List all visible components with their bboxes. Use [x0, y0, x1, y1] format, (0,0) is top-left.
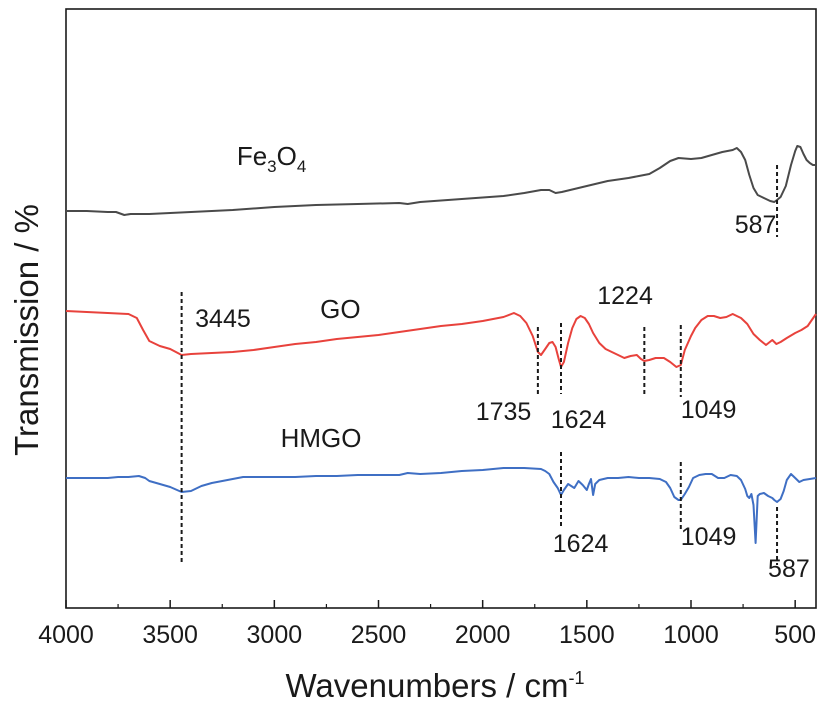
label-text: Fe: [237, 141, 267, 171]
x-tick-label-2500: 2500: [351, 621, 407, 649]
peak-label-1624: 1624: [553, 530, 609, 558]
x-tick-label-3500: 3500: [142, 621, 198, 649]
x-axis-title-text: Wavenumbers / cm: [285, 667, 568, 704]
subscript: 3: [267, 157, 276, 176]
series-label-fe3o4: Fe3O4: [237, 141, 307, 176]
peak-label-587: 587: [735, 211, 777, 239]
label-text: GO: [320, 294, 360, 324]
y-axis-title: Transmission / %: [8, 204, 45, 456]
annotation-layer: 587 3445 1224 1735 1624 1049 1624 1049 587: [195, 211, 810, 583]
peak-label-587: 587: [768, 555, 810, 583]
plot-area: [65, 8, 817, 609]
x-tick-label-3000: 3000: [247, 621, 303, 649]
x-axis-title-superscript: -1: [569, 668, 585, 688]
peak-label-1049: 1049: [681, 523, 737, 551]
peak-label-1049: 1049: [681, 396, 737, 424]
series-label-layer: Fe3O4 GO HMGO: [237, 141, 362, 453]
subscript: 4: [297, 157, 306, 176]
label-text: O: [277, 141, 297, 171]
series-line-go: [65, 310, 817, 368]
x-axis-title: Wavenumbers / cm-1: [285, 667, 584, 704]
peak-label-1624: 1624: [551, 406, 607, 434]
peak-label-1735: 1735: [476, 398, 532, 426]
marker-layer: [180, 165, 779, 565]
label-text: HMGO: [281, 423, 362, 453]
x-tick-label-500: 500: [774, 621, 816, 649]
series-layer: [65, 145, 817, 544]
peak-label-3445: 3445: [195, 305, 251, 333]
x-tick-label-1000: 1000: [663, 621, 719, 649]
x-axis-ticks: 4000 3500 3000 2500 2000 1500 1000 500: [38, 600, 816, 649]
x-tick-label-4000: 4000: [38, 621, 94, 649]
peak-label-1224: 1224: [597, 282, 653, 310]
series-label-go: GO: [320, 294, 360, 324]
series-label-hmgo: HMGO: [281, 423, 362, 453]
series-line-hmgo: [66, 467, 817, 544]
x-tick-label-2000: 2000: [455, 621, 511, 649]
x-tick-label-1500: 1500: [559, 621, 615, 649]
series-line-fe3o4: [66, 145, 816, 216]
plot-frame: [65, 8, 817, 609]
